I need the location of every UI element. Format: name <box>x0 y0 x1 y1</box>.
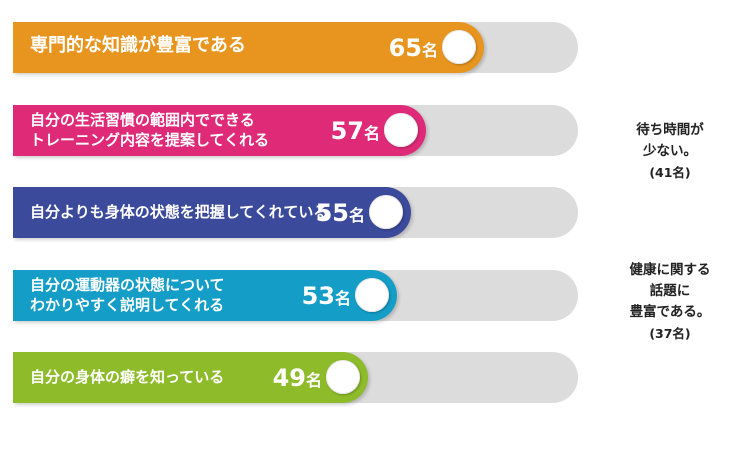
bar-end-knob <box>384 112 418 147</box>
category-label: 自分の身体の癖を知っている <box>30 368 225 386</box>
bar-end-knob <box>326 360 360 394</box>
annotation-health-topics-text: 健康に関する 話題に 豊富である。 <box>629 262 711 320</box>
category-label: 専門的な知識が豊富である <box>30 35 246 56</box>
bar-end-knob <box>369 195 403 229</box>
bar <box>13 104 426 156</box>
annotation-health-topics: 健康に関する 話題に 豊富である。 (37名) <box>605 260 735 344</box>
bar <box>13 269 397 321</box>
annotation-health-topics-count: (37名) <box>649 326 691 341</box>
data-label: 53名 <box>301 281 351 310</box>
bar-end-knob <box>442 30 476 64</box>
annotation-waiting-time-text: 待ち時間が 少ない。 <box>636 122 704 159</box>
data-label: 55名 <box>315 199 365 227</box>
bar-end-knob <box>355 277 389 312</box>
data-label: 65名 <box>388 34 438 62</box>
bar <box>13 352 368 403</box>
bar <box>13 22 484 73</box>
category-label: 自分の運動器の状態について わかりやすく説明してくれる <box>30 275 225 314</box>
data-label: 57名 <box>330 116 380 145</box>
annotation-waiting-time-count: (41名) <box>649 165 691 180</box>
annotation-waiting-time: 待ち時間が 少ない。 (41名) <box>605 120 735 183</box>
data-label: 49名 <box>272 364 322 392</box>
category-label: 自分よりも身体の状態を把握してくれている <box>30 203 329 221</box>
category-label: 自分の生活習慣の範囲内でできる トレーニング内容を提案してくれる <box>30 110 270 149</box>
bar <box>13 187 411 238</box>
